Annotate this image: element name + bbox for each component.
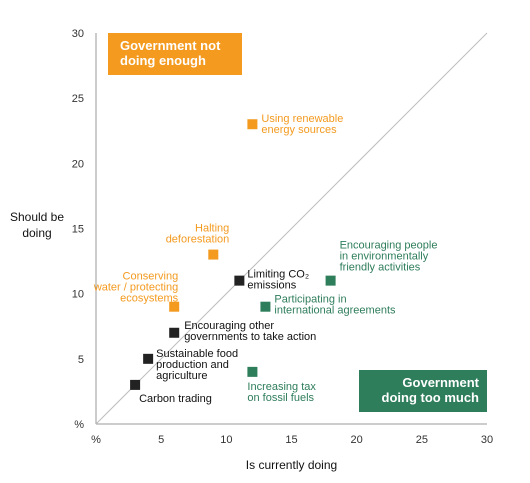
- y-tick-label: 15: [72, 224, 84, 236]
- point-label-line: agriculture: [156, 370, 207, 382]
- point-label-line: in environmentally: [340, 251, 429, 263]
- zone-label: Government doing too much: [382, 375, 480, 405]
- y-tick-label: %: [74, 419, 84, 431]
- point-label: Participating in international agreements: [274, 294, 396, 317]
- point-label-line: international agreements: [274, 305, 396, 317]
- point-label-line: energy sources: [261, 124, 337, 136]
- zone-label-line: doing enough: [120, 53, 206, 68]
- point-label-line: governments to take action: [184, 331, 316, 343]
- data-point: [325, 275, 336, 286]
- x-tick-label: 10: [220, 434, 232, 446]
- data-point: [208, 249, 219, 260]
- data-points: [130, 119, 336, 390]
- point-label-line: friendly activities: [340, 262, 421, 274]
- point-label-line: deforestation: [166, 234, 230, 246]
- point-label: Sustainable food production and agricultur…: [156, 348, 238, 382]
- point-label-line: Participating in: [274, 294, 346, 306]
- x-tick-label: 20: [351, 434, 363, 446]
- data-point: [247, 366, 258, 377]
- point-label-line: Limiting CO₂: [247, 269, 309, 281]
- data-point: [169, 301, 180, 312]
- zone-label: Government not doing enough: [120, 38, 221, 68]
- point-label: Using renewable energy sources: [261, 113, 343, 136]
- data-point: [260, 301, 271, 312]
- point-label-line: Carbon trading: [139, 393, 212, 405]
- y-axis-title-line: doing: [22, 226, 51, 240]
- point-label-line: production and: [156, 359, 229, 371]
- x-tick-label: %: [91, 434, 101, 446]
- point-label: Halting deforestation: [166, 223, 230, 246]
- diagonal-line: [95, 32, 488, 425]
- point-label-line: Using renewable: [261, 113, 343, 125]
- point-label-line: Increasing tax: [247, 381, 316, 393]
- point-label-line: Halting: [195, 223, 229, 235]
- x-tick-label: 5: [158, 434, 164, 446]
- zone-box: [108, 33, 242, 75]
- point-label: Carbon trading: [139, 393, 212, 405]
- data-point: [247, 119, 258, 130]
- y-axis-title-line: Should be: [10, 210, 64, 224]
- y-tick-label: 5: [78, 354, 84, 366]
- x-tick-label: 30: [481, 434, 493, 446]
- point-label-line: water / protecting: [93, 282, 178, 294]
- point-labels: Using renewable energy sources Halting defo…: [93, 113, 438, 405]
- point-label: Encouraging other governments to take act…: [184, 320, 316, 343]
- y-axis-title: Should be doing: [10, 210, 64, 240]
- point-label: Increasing tax on fossil fuels: [247, 381, 316, 404]
- x-axis-title: Is currently doing: [246, 458, 337, 472]
- point-label-line: on fossil fuels: [247, 392, 314, 404]
- y-tick-label: 30: [72, 28, 84, 40]
- x-tick-label: 25: [416, 434, 428, 446]
- point-label: Conserving water / protecting ecosystems: [93, 271, 179, 305]
- point-label-line: emissions: [247, 280, 296, 292]
- zone-label-line: doing too much: [382, 390, 480, 405]
- y-tick-label: 20: [72, 158, 84, 170]
- zone-label-line: Government: [402, 375, 479, 390]
- zone-label-line: Government not: [120, 38, 221, 53]
- data-point: [130, 379, 141, 390]
- point-label-line: Sustainable food: [156, 348, 238, 360]
- point-label-line: ecosystems: [120, 293, 179, 305]
- point-label-line: Encouraging people: [340, 240, 438, 252]
- point-label-line: Encouraging other: [184, 320, 274, 332]
- x-tick-label: 15: [285, 434, 297, 446]
- point-label: Encouraging people in environmentally frie…: [340, 240, 438, 274]
- y-tick-label: 25: [72, 93, 84, 105]
- data-point: [169, 327, 180, 338]
- zone-box: [359, 370, 487, 412]
- data-point: [143, 353, 154, 364]
- point-label-line: Conserving: [123, 271, 179, 283]
- axes: %% 5 5 10 10 15 15 20 20 25 25 30 30 Is currently doi…: [10, 28, 493, 472]
- point-label: Limiting CO₂ emissions: [247, 269, 309, 292]
- y-tick-label: 10: [72, 289, 84, 301]
- data-point: [234, 275, 245, 286]
